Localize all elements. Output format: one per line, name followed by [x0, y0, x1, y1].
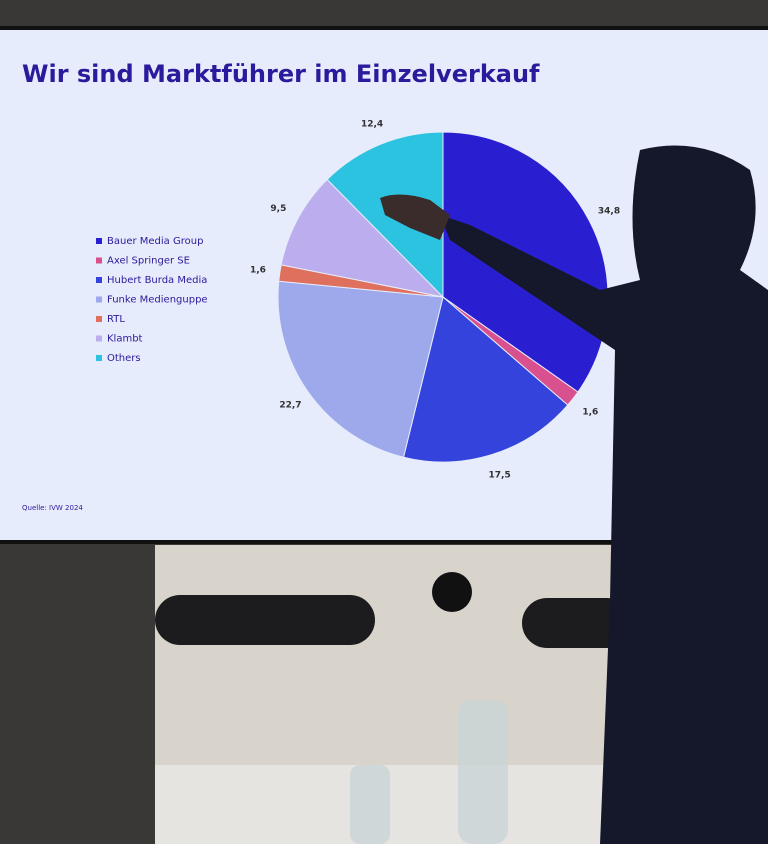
legend-label: Axel Springer SE — [107, 256, 190, 267]
camera — [432, 572, 472, 612]
pie-slice — [280, 178, 445, 298]
legend-label: Funke Medienguppe — [107, 295, 208, 306]
legend-label: RTL — [107, 314, 125, 325]
data-label: 1,6 — [582, 408, 598, 418]
legend-swatch — [96, 277, 102, 283]
legend-swatch — [96, 296, 102, 303]
legend-label: Others — [107, 353, 141, 364]
hand — [380, 194, 450, 240]
source: Quelle: IVW 2024 — [22, 504, 83, 512]
data-label: 34,8 — [598, 206, 620, 216]
data-label: 17,5 — [489, 471, 511, 481]
data-label: 9,5 — [270, 204, 286, 214]
bottle — [350, 765, 390, 844]
legend-swatch — [96, 316, 102, 322]
wall-panel — [155, 545, 625, 775]
speaker — [155, 595, 375, 645]
pie-slice — [402, 296, 569, 463]
data-label: 12,4 — [361, 119, 383, 129]
slide-title: Wir sind Marktführer im Einzelverkauf — [22, 60, 540, 88]
legend-swatch — [96, 257, 102, 264]
bottle — [458, 700, 508, 844]
data-label: 1,6 — [250, 265, 266, 275]
legend-swatch — [96, 355, 102, 361]
pie-slice — [277, 280, 444, 458]
legend-label: Hubert Burda Media — [107, 275, 207, 286]
data-label: 22,7 — [279, 401, 301, 411]
legend-label: Bauer Media Group — [107, 236, 203, 247]
presenter — [440, 145, 768, 844]
legend-swatch — [96, 335, 102, 342]
legend-label: Klambt — [107, 334, 143, 345]
speaker — [522, 598, 632, 648]
legend-swatch — [96, 238, 102, 244]
